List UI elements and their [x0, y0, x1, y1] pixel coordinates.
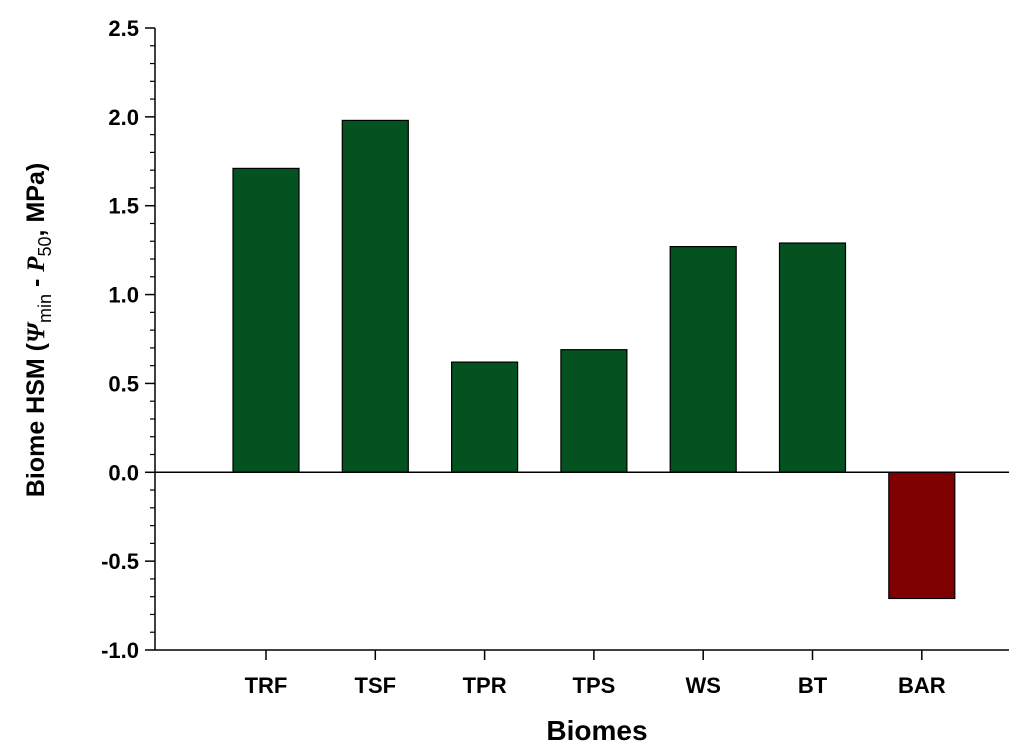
x-tick-label: TPR: [463, 673, 507, 698]
bar-tpr: [451, 361, 519, 473]
y-tick-label: 0.5: [108, 371, 139, 396]
x-tick-label: WS: [685, 673, 720, 698]
y-tick-label: 2.5: [108, 16, 139, 41]
bar-bar: [888, 471, 956, 600]
x-tick-label: BT: [798, 673, 828, 698]
y-axis-title-psi-sub: min: [35, 294, 55, 323]
y-axis-title: Biome HSM (Ψmin - P50, MPa): [22, 163, 55, 497]
x-tick-label: TSF: [355, 673, 397, 698]
y-tick-label: 1.0: [108, 283, 139, 308]
y-axis-title-p-sub: 50: [35, 236, 55, 256]
y-tick-label: 2.0: [108, 105, 139, 130]
bar-trf: [232, 167, 300, 473]
bar-ws: [669, 245, 737, 473]
x-tick-label: TPS: [573, 673, 616, 698]
x-tick-label: TRF: [245, 673, 288, 698]
x-axis-title: Biomes: [546, 715, 647, 746]
y-tick-label: -0.5: [101, 549, 139, 574]
bar-bt: [778, 242, 847, 473]
x-tick-label: BAR: [898, 673, 946, 698]
y-axis-title-psi: Ψ: [23, 321, 50, 343]
y-axis-title-p: P: [23, 256, 50, 273]
y-tick-label: 1.5: [108, 194, 139, 219]
bar-tsf: [341, 119, 409, 473]
bar-tps: [560, 349, 628, 473]
plot-area: -1.0 -0.5 0.0 0.5 1.0 1.5 2.0 2.5 TRF TSF TPR TPS WS…: [101, 16, 1009, 698]
y-axis-title-suffix: , MPa): [22, 163, 50, 237]
y-axis-title-minus: -: [22, 272, 50, 294]
y-axis-title-prefix: Biome HSM (: [22, 342, 50, 497]
y-tick-label: 0.0: [108, 460, 139, 485]
y-tick-label: -1.0: [101, 638, 139, 663]
